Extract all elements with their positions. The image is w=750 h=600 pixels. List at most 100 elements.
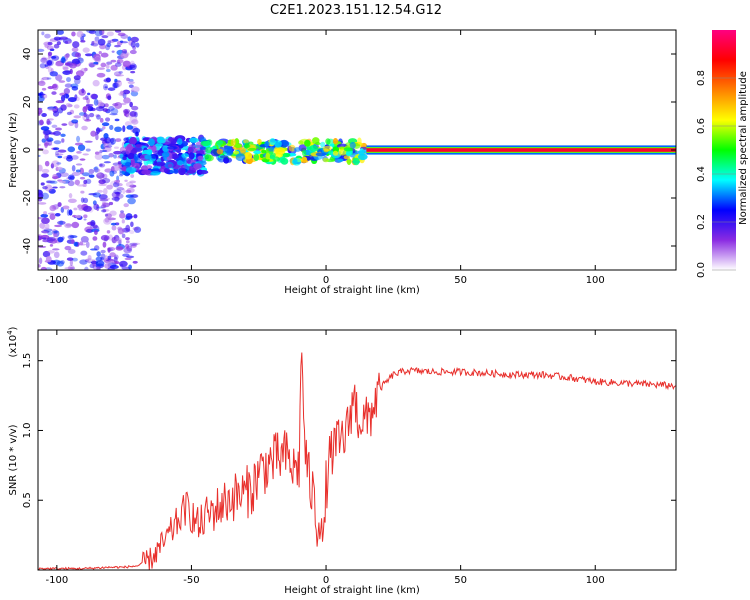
spectrogram-cell [44, 64, 49, 67]
snr-x-tick-label: 0 [323, 575, 329, 586]
spectrogram-cell [262, 159, 270, 163]
spectrogram-y-tick-label: 20 [22, 96, 33, 109]
spectrogram-cell [129, 101, 133, 108]
spectrogram-cell [261, 149, 267, 154]
snr-series-line [38, 352, 676, 570]
spectrogram-cell [302, 149, 307, 157]
colorbar-tick-label: 0.6 [696, 118, 707, 134]
spectrogram-cell [38, 202, 47, 205]
spectrogram-cell [38, 154, 41, 157]
spectrogram-cell [47, 106, 56, 110]
spectrogram-cell [195, 141, 202, 148]
spectrogram-cell [94, 56, 101, 62]
spectrogram-cell [38, 257, 43, 265]
spectrogram-cell [98, 106, 104, 109]
spectrogram-cell [61, 138, 65, 143]
spectrogram-cell [129, 194, 138, 198]
spectrogram-cell [109, 210, 117, 216]
spectrogram-cell [64, 54, 70, 59]
spectrogram-cell [92, 79, 100, 87]
spectrogram-cell [123, 137, 130, 142]
spectrogram-cell [76, 184, 86, 187]
spectrogram-cell [40, 126, 50, 131]
spectrogram-cell [125, 213, 133, 220]
figure-title: C2E1.2023.151.12.54.G12 [270, 3, 442, 18]
spectrogram-cell [64, 70, 72, 73]
spectrogram-cell [87, 254, 92, 261]
spectrogram-cell [247, 141, 254, 145]
spectrogram-cell [66, 209, 71, 216]
spectrogram-cell [135, 42, 140, 48]
spectrogram-cell [114, 44, 121, 48]
spectrogram-cell [89, 263, 95, 269]
spectrogram-cell [111, 191, 120, 198]
spectrogram-y-axis-label: Frequency (Hz) [8, 112, 19, 188]
spectrogram-x-tick-label: 100 [586, 275, 605, 286]
spectrogram-cell [107, 247, 111, 253]
spectrogram-cell [195, 150, 205, 155]
spectrogram-cell [108, 201, 114, 206]
spectrogram-cell [129, 230, 135, 235]
spectrogram-cell [125, 194, 134, 198]
spectrogram-cell [38, 235, 42, 241]
spectrogram-cell [107, 217, 117, 221]
spectrogram-cell [114, 237, 123, 244]
spectrogram-cell [110, 64, 118, 71]
spectrogram-cell [92, 54, 101, 62]
spectrogram-x-axis-label: Height of straight line (km) [284, 285, 420, 296]
snr-x-axis-label: Height of straight line (km) [284, 585, 420, 596]
spectrogram-cell [114, 261, 120, 265]
spectrogram-cell [53, 251, 60, 259]
spectrogram-cell [38, 216, 43, 220]
spectrogram-cell [40, 182, 45, 186]
spectrogram-cell [53, 140, 62, 145]
spectrogram-cell [106, 230, 111, 234]
spectrogram-cell [41, 217, 50, 224]
spectrogram-cell [39, 119, 44, 126]
spectrogram-cell [83, 105, 90, 110]
spectrogram-cell [59, 180, 66, 184]
spectrogram-cell [85, 114, 90, 121]
spectrogram-cell [243, 139, 249, 144]
spectrogram-cell [82, 153, 89, 156]
spectrogram-cell [38, 143, 41, 147]
spectrogram-cell [41, 31, 45, 36]
spectrogram-cell [114, 78, 118, 83]
spectrogram-cell [85, 103, 94, 107]
spectrogram-cell [74, 121, 79, 129]
spectrogram-cell [280, 157, 289, 165]
spectrogram-cell [95, 260, 105, 267]
spectrogram-cell [113, 71, 122, 77]
spectrogram-cell [88, 30, 97, 35]
spectrogram-cell [64, 40, 69, 44]
spectrogram-cell [66, 257, 74, 261]
spectrogram-cell [82, 113, 86, 121]
spectrogram-cell [204, 154, 212, 162]
spectrogram-cell [79, 176, 86, 180]
spectrogram-cell [94, 30, 103, 37]
spectrogram-cell [264, 140, 270, 147]
spectrogram-cell [49, 205, 57, 212]
spectrogram-cell [74, 94, 78, 100]
spectrogram-cell [105, 77, 111, 83]
spectrogram-cell [130, 41, 136, 48]
spectrogram-cell [77, 204, 83, 209]
spectrogram-cell [80, 190, 85, 194]
spectrogram-cell [112, 103, 119, 107]
spectrogram-cell [111, 236, 117, 244]
spectrogram-cell [146, 149, 153, 155]
spectrogram-cell [64, 83, 73, 88]
spectrogram-cell [47, 66, 53, 74]
spectrogram-cell [322, 145, 332, 152]
spectrogram-cell [39, 222, 46, 229]
spectrogram-cell [71, 47, 79, 52]
spectrogram-cell [130, 174, 135, 178]
spectrogram-cell [144, 154, 152, 160]
spectrogram-cell [111, 196, 120, 201]
spectrogram-cell [113, 146, 120, 149]
spectrogram-cell [74, 179, 80, 186]
spectrogram-cell [56, 30, 64, 35]
spectrogram-cell [76, 150, 82, 154]
spectrogram-cell [51, 124, 58, 129]
